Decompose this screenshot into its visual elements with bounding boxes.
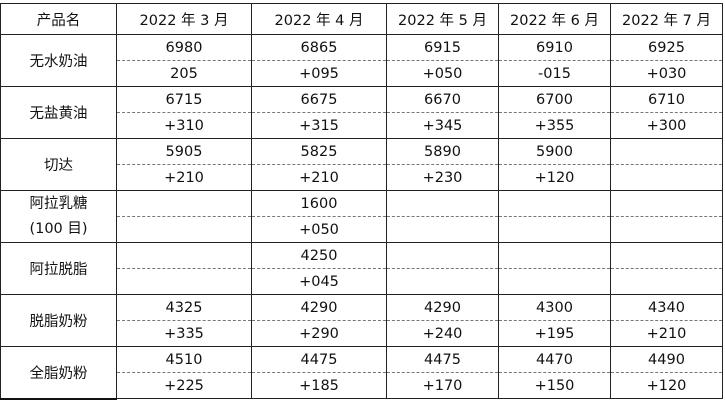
- price-cell: 4290: [386, 294, 499, 321]
- change-cell: +120: [498, 164, 611, 191]
- change-cell: +300: [610, 112, 723, 139]
- price-cell: 4300: [498, 294, 611, 321]
- change-cell: +195: [498, 320, 611, 347]
- change-cell: +345: [386, 112, 499, 139]
- change-cell: +290: [251, 320, 387, 347]
- change-cell: +240: [386, 320, 499, 347]
- change-cell: +185: [251, 372, 387, 399]
- change-cell: +045: [251, 268, 387, 295]
- header-month-july: 2022 年 7 月: [610, 3, 723, 35]
- header-row: 产品名 2022 年 3 月 2022 年 4 月 2022 年 5 月 202…: [0, 3, 723, 35]
- product-name: 无盐黄油: [0, 86, 117, 139]
- price-cell: [116, 190, 252, 217]
- price-cell: 6675: [251, 86, 387, 113]
- price-cell: [498, 242, 611, 269]
- price-cell: 4475: [251, 346, 387, 373]
- table-row: +225 +185 +170 +150 +120: [1, 372, 723, 399]
- price-cell: 6670: [386, 86, 499, 113]
- price-cell: 6700: [498, 86, 611, 113]
- header-product: 产品名: [0, 3, 117, 35]
- change-cell: +210: [116, 164, 252, 191]
- change-cell: [498, 216, 611, 243]
- price-cell: 6710: [610, 86, 723, 113]
- price-cell: 6715: [116, 86, 252, 113]
- header-month-may: 2022 年 5 月: [386, 3, 499, 35]
- change-cell: +050: [251, 216, 387, 243]
- table-row: 205 +095 +050 -015 +030: [1, 60, 723, 87]
- price-cell: 6910: [498, 34, 611, 61]
- product-name-line1: 阿拉乳糖: [29, 195, 88, 212]
- table-row: 全脂奶粉 4510 4475 4475 4470 4490: [0, 346, 723, 400]
- price-cell: 5905: [116, 138, 252, 165]
- change-cell: +095: [251, 60, 387, 87]
- table-row: +050: [1, 216, 723, 243]
- table-row: 阿拉乳糖 (100 目) 1600: [0, 190, 723, 243]
- change-cell: [386, 216, 499, 243]
- change-cell: +225: [116, 372, 252, 399]
- price-cell: [498, 190, 611, 217]
- change-cell: +310: [116, 112, 252, 139]
- price-cell: 5890: [386, 138, 499, 165]
- price-cell: 5900: [498, 138, 611, 165]
- price-cell: [610, 190, 723, 217]
- price-cell: 6915: [386, 34, 499, 61]
- change-cell: +050: [386, 60, 499, 87]
- change-cell: +210: [610, 320, 723, 347]
- change-cell: +355: [498, 112, 611, 139]
- product-name: 无水奶油: [0, 34, 117, 87]
- price-cell: [116, 242, 252, 269]
- table-row: 无水奶油 6980 6865 6915 6910 6925: [0, 34, 723, 87]
- price-cell: 1600: [251, 190, 387, 217]
- change-cell: [498, 268, 611, 295]
- product-name: 阿拉乳糖 (100 目): [0, 190, 117, 243]
- change-cell: [116, 216, 252, 243]
- price-cell: 4250: [251, 242, 387, 269]
- header-month-april: 2022 年 4 月: [251, 3, 387, 35]
- price-cell: 6865: [251, 34, 387, 61]
- change-cell: +170: [386, 372, 499, 399]
- product-name: 切达: [0, 138, 117, 191]
- change-cell: +315: [251, 112, 387, 139]
- product-name: 脱脂奶粉: [0, 294, 117, 347]
- price-cell: 4290: [251, 294, 387, 321]
- change-cell: [116, 268, 252, 295]
- change-cell: -015: [498, 60, 611, 87]
- table-row: 阿拉脱脂 4250: [0, 242, 723, 295]
- change-cell: [610, 268, 723, 295]
- price-cell: 6980: [116, 34, 252, 61]
- product-name-line2: (100 目): [29, 220, 88, 237]
- header-month-march: 2022 年 3 月: [116, 3, 252, 35]
- price-table: 产品名 2022 年 3 月 2022 年 4 月 2022 年 5 月 202…: [0, 3, 723, 400]
- price-cell: 4475: [386, 346, 499, 373]
- price-cell: 4325: [116, 294, 252, 321]
- product-name: 全脂奶粉: [0, 346, 117, 400]
- price-cell: [610, 138, 723, 165]
- price-cell: [386, 190, 499, 217]
- change-cell: [610, 216, 723, 243]
- change-cell: +335: [116, 320, 252, 347]
- product-name: 阿拉脱脂: [0, 242, 117, 295]
- price-cell: 4470: [498, 346, 611, 373]
- change-cell: +030: [610, 60, 723, 87]
- price-cell: 6925: [610, 34, 723, 61]
- table-row: +210 +210 +230 +120: [1, 164, 723, 191]
- table-row: 脱脂奶粉 4325 4290 4290 4300 4340: [0, 294, 723, 347]
- price-cell: 5825: [251, 138, 387, 165]
- change-cell: +210: [251, 164, 387, 191]
- price-cell: 4510: [116, 346, 252, 373]
- change-cell: +230: [386, 164, 499, 191]
- price-cell: [386, 242, 499, 269]
- change-cell: +120: [610, 372, 723, 399]
- price-cell: 4490: [610, 346, 723, 373]
- table-row: 无盐黄油 6715 6675 6670 6700 6710: [0, 86, 723, 139]
- price-cell: 4340: [610, 294, 723, 321]
- change-cell: [386, 268, 499, 295]
- change-cell: 205: [116, 60, 252, 87]
- price-cell: [610, 242, 723, 269]
- change-cell: [610, 164, 723, 191]
- header-month-june: 2022 年 6 月: [498, 3, 611, 35]
- table-row: 切达 5905 5825 5890 5900: [0, 138, 723, 191]
- change-cell: +150: [498, 372, 611, 399]
